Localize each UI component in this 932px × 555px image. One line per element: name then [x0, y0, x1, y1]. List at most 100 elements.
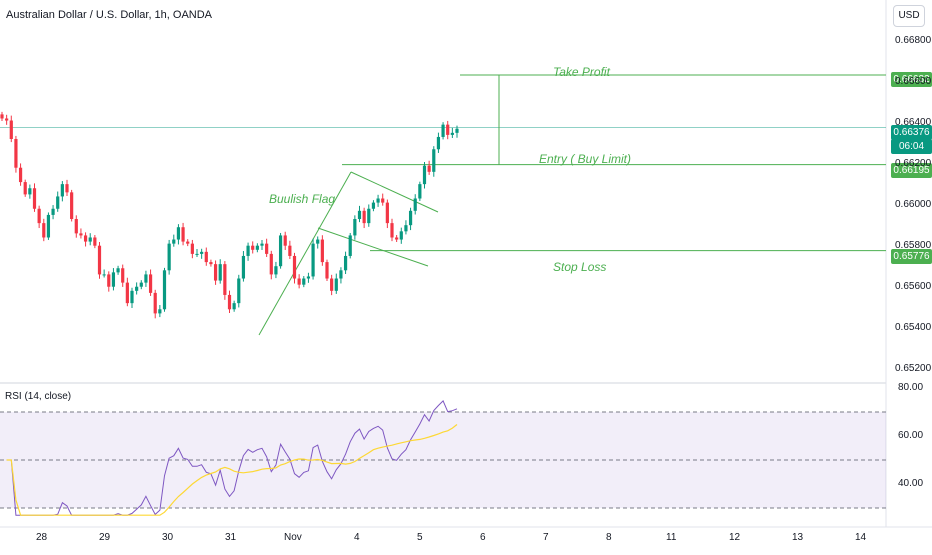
candle — [153, 292, 157, 314]
candle — [283, 235, 287, 246]
candle — [116, 268, 120, 273]
price-tick-label: 0.65400 — [895, 321, 932, 333]
candle — [28, 188, 32, 195]
time-tick-label: 29 — [99, 532, 111, 543]
candle — [227, 294, 232, 310]
rsi-tick-label: 60.00 — [898, 430, 924, 441]
candle — [320, 239, 324, 263]
candle — [190, 243, 194, 254]
candle — [83, 235, 88, 242]
time-tick-label: 14 — [855, 532, 867, 543]
candle — [334, 278, 338, 291]
candle — [42, 223, 46, 238]
symbol-title: Australian Dollar / U.S. Dollar, 1h, OAN… — [6, 9, 213, 21]
candle — [441, 124, 445, 137]
candle — [325, 262, 329, 279]
candle — [251, 245, 255, 250]
candle — [195, 253, 199, 255]
candle — [65, 184, 69, 193]
candle — [348, 235, 352, 256]
time-tick-label: 31 — [225, 532, 237, 543]
candle — [265, 243, 269, 254]
candle — [362, 210, 366, 224]
candle — [125, 282, 129, 304]
candle — [390, 223, 394, 238]
candle — [148, 274, 153, 293]
time-tick-label: 4 — [354, 532, 360, 543]
candle — [297, 278, 301, 285]
candle — [432, 149, 436, 172]
price-tick-label: 0.66600 — [895, 75, 932, 87]
stop-loss-label: Stop Loss — [553, 260, 607, 274]
price-tick-label: 0.66000 — [895, 198, 932, 210]
candle — [237, 278, 241, 304]
candle — [223, 264, 227, 295]
candle — [79, 233, 83, 236]
candle — [23, 182, 27, 195]
time-tick-label: 30 — [162, 532, 174, 543]
candle — [56, 196, 60, 209]
flag-lower-line — [317, 227, 429, 267]
candle — [395, 237, 399, 240]
candle — [288, 245, 292, 256]
candle — [213, 264, 218, 281]
candle — [218, 264, 222, 281]
price-tick-label: 0.66200 — [895, 157, 932, 169]
candle — [172, 239, 176, 244]
candle — [330, 278, 334, 291]
price-tick-label: 0.66400 — [895, 116, 932, 128]
price-tick-label: 0.65600 — [895, 280, 932, 292]
rsi-tick-label: 40.00 — [898, 478, 924, 489]
candle — [404, 225, 408, 232]
rsi-title: RSI (14, close) — [5, 391, 72, 402]
candle — [186, 241, 190, 244]
candle — [436, 136, 441, 150]
candle — [9, 120, 13, 139]
last-price-tag: 0.66376 — [891, 125, 932, 140]
candle — [158, 309, 162, 314]
countdown-tag: 06:04 — [891, 139, 932, 154]
candle — [376, 198, 380, 203]
currency-button[interactable]: USD — [893, 5, 925, 27]
candle — [139, 282, 143, 287]
rsi-ma-line — [6, 424, 458, 516]
candle — [5, 118, 9, 121]
flagpole-line — [258, 171, 352, 336]
candle — [204, 251, 208, 263]
candle — [339, 270, 343, 279]
candle — [32, 188, 37, 209]
candle — [246, 245, 250, 256]
candle — [306, 276, 311, 279]
time-tick-label: 7 — [543, 532, 549, 543]
candle — [209, 262, 213, 265]
rsi-tick-label: 80.00 — [898, 382, 924, 393]
time-tick-label: 12 — [729, 532, 741, 543]
take-profit-price-tag: 0.66632 — [891, 72, 932, 87]
candle — [278, 235, 283, 267]
candle — [399, 231, 403, 240]
bullish-flag-label: Buulish Flag — [269, 192, 336, 206]
candle — [422, 165, 427, 185]
time-tick-label: 5 — [417, 532, 423, 543]
candle — [274, 266, 278, 275]
candle — [167, 243, 171, 271]
candle — [0, 114, 4, 119]
candle — [418, 184, 422, 199]
candle — [51, 208, 55, 215]
candle — [70, 192, 74, 220]
candle — [241, 255, 246, 279]
time-tick-label: 6 — [480, 532, 486, 543]
candle — [14, 139, 18, 168]
candle — [413, 198, 417, 211]
take-profit-label: Take Profit — [553, 65, 610, 79]
candle — [255, 245, 259, 250]
candle — [408, 210, 413, 226]
candle — [427, 165, 431, 172]
candle — [121, 268, 125, 283]
candle — [232, 303, 236, 310]
candle — [371, 202, 376, 209]
time-tick-label: 8 — [606, 532, 612, 543]
entry-label: Entry ( Buy Limit) — [539, 152, 632, 166]
